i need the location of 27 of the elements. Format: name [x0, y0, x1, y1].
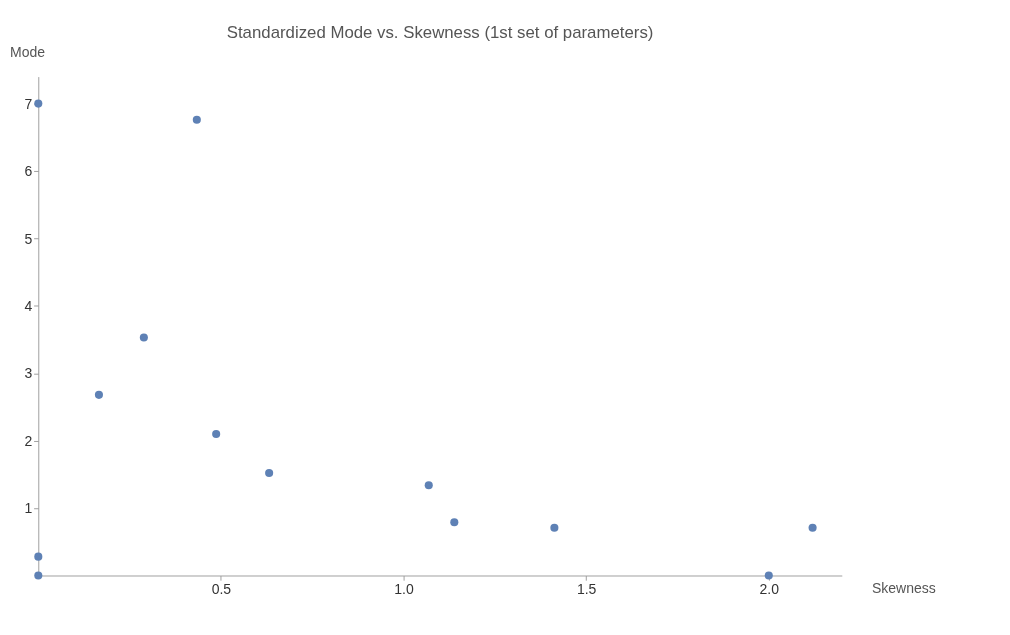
y-tick-label: 4	[24, 297, 33, 314]
point	[34, 99, 43, 108]
point	[34, 571, 43, 580]
x-tick-label: 1.0	[394, 580, 414, 597]
y-axis-title: Mode	[10, 44, 46, 61]
point	[424, 481, 433, 490]
y-tick-label: 3	[24, 365, 33, 382]
point	[764, 571, 773, 580]
x-axis-title: Skewness	[871, 579, 936, 596]
y-tick-label: 1	[24, 500, 33, 517]
x-tick-label: 0.5	[211, 580, 232, 597]
x-tick-label: 2.0	[759, 580, 780, 597]
x-tick-label: 1.5	[576, 580, 597, 597]
point	[808, 523, 817, 532]
point	[34, 552, 43, 561]
point	[192, 115, 201, 124]
y-tick-label: 2	[24, 432, 33, 449]
point	[94, 390, 103, 399]
y-tick-label: 5	[24, 230, 33, 247]
point	[550, 523, 559, 532]
point	[139, 333, 148, 342]
y-tick-label: 7	[24, 95, 33, 112]
y-tick-label: 6	[24, 163, 33, 180]
point	[212, 429, 221, 438]
point	[265, 469, 274, 478]
point	[450, 518, 459, 527]
chart-title: Standardized Mode vs. Skewness (1st set of parameters)	[226, 23, 654, 43]
